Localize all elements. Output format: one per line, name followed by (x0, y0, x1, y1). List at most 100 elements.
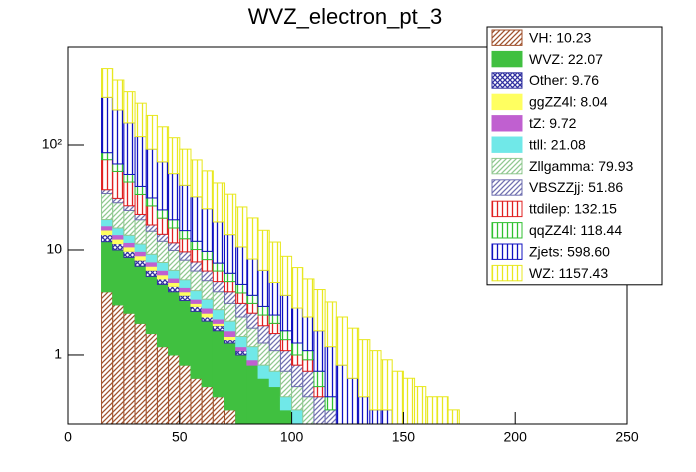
bar-segment (391, 370, 404, 425)
bar-segment (168, 219, 181, 229)
bar-segment (179, 251, 192, 261)
bar-segment (235, 246, 248, 285)
bar-segment (123, 246, 136, 252)
bar-segment (101, 229, 114, 236)
bar-segment (224, 281, 237, 293)
bar-segment (112, 170, 125, 199)
legend-swatch (491, 222, 523, 239)
bar-segment (112, 197, 125, 204)
bar-segment (246, 217, 259, 260)
y-tick-label: 10 (46, 241, 62, 257)
bar-segment (145, 333, 158, 425)
bar-segment (358, 339, 371, 398)
bar-segment (246, 312, 259, 329)
bar-segment (156, 346, 170, 425)
bar-segment (291, 307, 304, 344)
bar-segment (224, 339, 237, 344)
bar-segment (123, 181, 136, 207)
bar-segment (224, 302, 237, 322)
legend-swatch (491, 157, 523, 175)
bar-segment (123, 312, 136, 425)
bar-segment (134, 259, 147, 267)
bar-segment (212, 318, 226, 324)
bar-segment (145, 205, 158, 226)
bar-segment (134, 219, 147, 245)
bar-segment (145, 261, 158, 267)
bar-segment (302, 316, 315, 352)
legend-label: Other: 9.76 (529, 72, 599, 88)
bar-segment (134, 243, 147, 252)
bar-segment (257, 364, 270, 379)
bar-segment (134, 265, 147, 324)
bar-segment (201, 259, 214, 272)
bar-segment (235, 302, 248, 318)
bar-segment (145, 275, 158, 335)
bar-segment (279, 350, 293, 372)
bar-segment (123, 209, 136, 236)
bar-segment (190, 270, 203, 292)
bar-segment (347, 327, 360, 379)
bar-segment (201, 298, 214, 309)
bar-segment (212, 325, 226, 332)
bar-segment (436, 396, 449, 425)
bar-segment (201, 208, 214, 252)
bar-segment (291, 354, 304, 366)
bar-segment (134, 255, 147, 261)
bar-segment (112, 163, 125, 172)
bar-segment (101, 234, 114, 243)
bar-segment (101, 225, 114, 231)
legend-swatch (491, 200, 523, 218)
bar-segment (201, 316, 214, 322)
bar-segment (112, 238, 125, 245)
bar-segment (123, 234, 136, 243)
bar-segment (112, 243, 125, 251)
bar-segment (134, 102, 147, 138)
bar-segment (145, 197, 158, 207)
bar-segment (279, 294, 293, 332)
bar-segment (212, 262, 226, 272)
bar-segment (313, 330, 326, 372)
bar-segment (313, 396, 326, 425)
bar-segment (291, 342, 304, 356)
x-tick-label: 150 (392, 429, 416, 445)
bar-segment (302, 396, 315, 425)
bar-segment (347, 377, 360, 425)
bar-segment (279, 396, 293, 411)
bar-segment (101, 219, 114, 227)
bar-segment (302, 350, 315, 361)
bar-segment (145, 230, 158, 255)
x-tick-label: 250 (615, 429, 639, 445)
bar-segment (190, 290, 203, 300)
bar-segment (402, 377, 416, 425)
bar-segment (168, 354, 181, 425)
bar-segment (156, 217, 170, 235)
bar-segment (235, 292, 248, 304)
bar-segment (101, 241, 114, 293)
bar-segment (291, 364, 304, 388)
bar-segment (279, 339, 293, 352)
bar-segment (156, 126, 170, 163)
y-tick-label: 1 (54, 346, 62, 362)
legend-label: ttll: 21.08 (529, 136, 586, 152)
bar-segment (179, 300, 192, 366)
bar-segment (201, 320, 214, 388)
bar-segment (257, 305, 270, 316)
bar-segment (235, 283, 248, 294)
bar-segment (257, 377, 270, 425)
bar-segment (324, 409, 337, 425)
bar-segment (179, 291, 192, 296)
bar-segment (268, 322, 281, 335)
legend-label: Zjets: 598.60 (529, 243, 610, 259)
bar-segment (235, 346, 248, 352)
x-tick-label: 100 (280, 429, 304, 445)
bar-segment (101, 152, 114, 161)
bar-segment (112, 79, 125, 111)
bar-segment (380, 359, 393, 411)
bar-segment (145, 269, 158, 277)
legend-swatch (491, 72, 523, 89)
bar-segment (134, 250, 147, 257)
bar-segment (123, 250, 136, 258)
y-tick-label: 10² (42, 136, 63, 152)
bar-segment (179, 294, 192, 302)
bar-segment (212, 221, 226, 264)
